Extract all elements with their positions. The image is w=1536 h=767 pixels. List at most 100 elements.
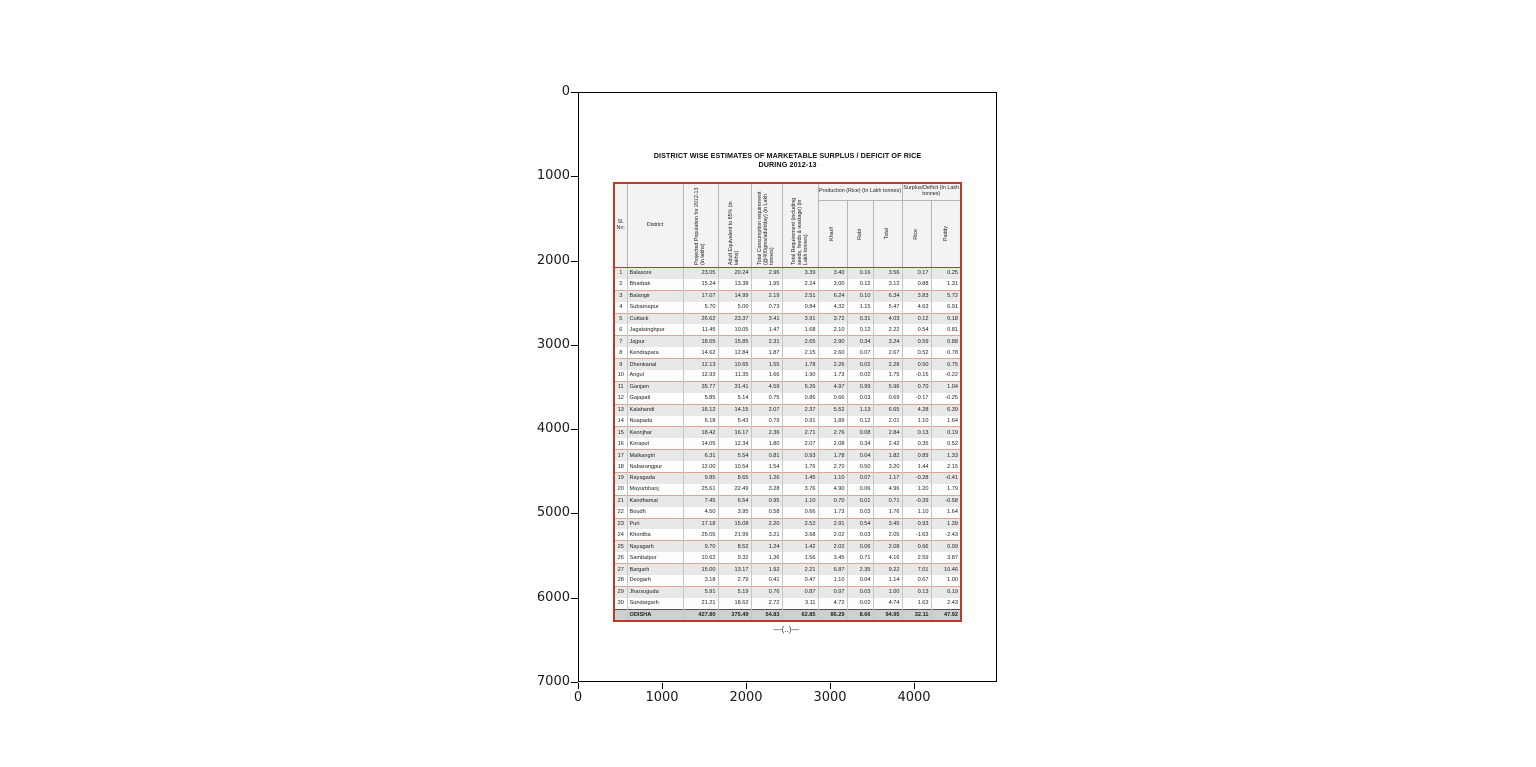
value-cell: 23.05 — [682, 267, 719, 279]
value-cell: 0.04 — [846, 449, 874, 462]
value-cell: 1.15 — [846, 301, 874, 314]
value-cell: 0.86 — [781, 392, 819, 405]
district-cell: Ganjam — [626, 381, 684, 393]
value-cell: 22.49 — [717, 483, 752, 496]
value-cell: 2.07 — [781, 438, 819, 450]
table-row: 9 Dhenkanal 12.13 10.65 1.55 1.78 2.26 0.02 2.28… — [613, 358, 962, 371]
value-cell: 0.71 — [872, 495, 903, 507]
value-cell: 1.26 — [750, 472, 783, 484]
table-row: 12 Gajapati 5.85 5.14 0.75 0.86 0.66 0.03 0.69 -0… — [613, 392, 962, 405]
value-cell: 7.45 — [682, 495, 719, 507]
rice-surplus-table: Sl. No. District Projected Population fo… — [613, 182, 962, 622]
value-cell: 2.84 — [872, 426, 903, 439]
col-header-population: Projected Population for 2012-13 (in lak… — [682, 182, 719, 268]
value-cell: 35.77 — [682, 381, 719, 393]
table-row: 15 Keonjhar 18.42 16.17 2.36 2.71 2.76 0.08 2.84… — [613, 426, 962, 439]
value-cell: 1.95 — [750, 278, 783, 291]
value-cell: 3.76 — [781, 483, 819, 496]
table-row: 23 Puri 17.18 15.08 2.20 2.52 2.91 0.54 3.45 0.93… — [613, 518, 962, 530]
value-cell: 0.75 — [930, 358, 962, 371]
table-row: 20 Mayurbhanj 25.61 22.49 3.28 3.76 4.90 0.06 4.… — [613, 483, 962, 496]
value-cell: 16.17 — [717, 426, 752, 439]
district-cell: Sundargarh — [626, 597, 684, 610]
table-row: 2 Bhadrak 15.24 13.38 1.95 2.24 3.00 0.12 3.12 0.… — [613, 278, 962, 291]
value-cell: 23.37 — [717, 313, 752, 325]
table-row: 24 Khordha 25.05 21.99 3.21 3.68 2.02 0.03 2.05-… — [613, 529, 962, 541]
value-cell: 1.54 — [750, 461, 783, 473]
value-cell: -0.15 — [901, 370, 932, 382]
value-cell: 0.31 — [846, 313, 874, 325]
value-cell: 3.95 — [717, 506, 752, 519]
value-cell: 2.51 — [781, 290, 819, 302]
value-cell: 4.28 — [901, 404, 932, 416]
table-row: 26 Sambalpur 10.62 9.32 1.36 1.56 3.45 0.71 4.16… — [613, 552, 962, 564]
value-cell: 427.80 — [682, 609, 719, 621]
value-cell: 6.39 — [930, 404, 962, 416]
value-cell: 5.52 — [817, 404, 848, 416]
value-cell: 3.41 — [750, 313, 783, 325]
value-cell: 18.05 — [682, 335, 719, 348]
sl-cell: 24 — [613, 529, 628, 541]
sl-cell: 23 — [613, 518, 628, 530]
value-cell: 10.62 — [682, 552, 719, 564]
district-cell: Bargarh — [626, 563, 684, 576]
y-tick-label: 2000 — [536, 253, 570, 268]
value-cell: 0.71 — [846, 552, 874, 564]
value-cell: 1.10 — [901, 506, 932, 519]
value-cell: 2.52 — [781, 518, 819, 530]
value-cell: 3.12 — [872, 278, 903, 291]
value-cell: 0.88 — [901, 278, 932, 291]
y-tick-mark — [571, 682, 578, 683]
col-header-kharif-label: Kharif — [829, 227, 836, 241]
value-cell: 375.49 — [717, 609, 752, 621]
value-cell: 1.64 — [930, 506, 962, 519]
value-cell: 2.24 — [781, 278, 819, 291]
district-cell: Rayagada — [626, 472, 684, 484]
document-title-line2: DURING 2012-13 — [758, 159, 817, 169]
value-cell: 1.24 — [750, 540, 783, 553]
col-header-district-label: District — [646, 221, 664, 228]
value-cell: 31.41 — [717, 381, 752, 393]
value-cell: 0.17 — [901, 267, 932, 279]
y-tick-mark — [571, 598, 578, 599]
value-cell: 26.62 — [682, 313, 719, 325]
district-cell: Sambalpur — [626, 552, 684, 564]
x-tick-label: 4000 — [897, 690, 931, 705]
table-header: Sl. No. District Projected Population fo… — [613, 182, 962, 268]
value-cell: 2.96 — [750, 267, 783, 279]
value-cell: 6.91 — [930, 301, 962, 314]
value-cell: 4.50 — [682, 506, 719, 519]
value-cell: 6.31 — [682, 449, 719, 462]
value-cell: 3.87 — [930, 552, 962, 564]
district-cell: Gajapati — [626, 392, 684, 405]
value-cell: 1.79 — [930, 483, 962, 496]
value-cell: 0.08 — [846, 426, 874, 439]
value-cell: 11.35 — [717, 370, 752, 382]
district-cell: Deogarh — [626, 575, 684, 587]
col-header-rice: Rice — [901, 200, 932, 268]
y-tick-mark — [571, 176, 578, 177]
table-row: 10 Angul 12.93 11.35 1.66 1.90 1.73 0.02 1.75 -0.… — [613, 370, 962, 382]
sl-cell: 26 — [613, 552, 628, 564]
value-cell: 0.10 — [846, 290, 874, 302]
value-cell: 0.04 — [846, 575, 874, 587]
value-cell: 13.17 — [717, 563, 752, 576]
value-cell: 1.00 — [930, 575, 962, 587]
value-cell: 13.38 — [717, 278, 752, 291]
value-cell: 0.06 — [846, 540, 874, 553]
value-cell: 3.20 — [872, 461, 903, 473]
value-cell: 0.13 — [901, 426, 932, 439]
col-header-rabi-label: Rabi — [856, 228, 863, 240]
value-cell: 0.70 — [817, 495, 848, 507]
value-cell: 2.22 — [872, 324, 903, 336]
sl-cell: 15 — [613, 426, 628, 439]
sl-cell: 10 — [613, 370, 628, 382]
value-cell: 21.99 — [717, 529, 752, 541]
value-cell: 11.45 — [682, 324, 719, 336]
value-cell: 2.21 — [781, 563, 819, 576]
value-cell: 0.47 — [781, 575, 819, 587]
district-cell: Kendrapara — [626, 347, 684, 359]
value-cell: 1.10 — [817, 575, 848, 587]
value-cell: 21.21 — [682, 597, 719, 610]
sl-cell — [613, 609, 628, 621]
